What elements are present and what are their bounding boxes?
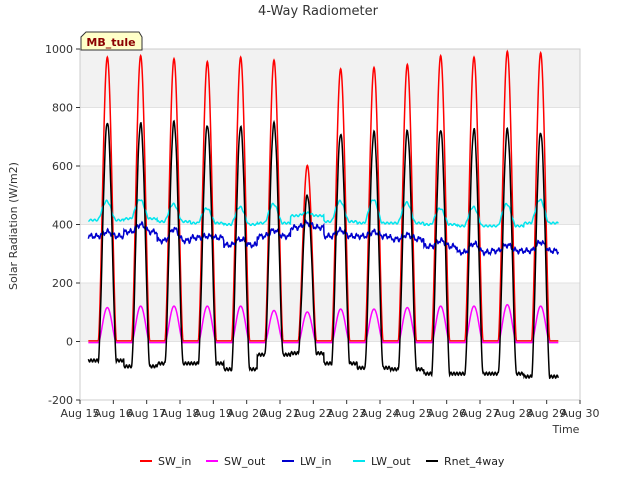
y-tick-label: 0 <box>66 336 73 349</box>
legend-label: SW_in <box>158 455 191 468</box>
y-tick-label: 800 <box>52 102 73 115</box>
series-line-lw-in <box>87 219 560 257</box>
x-tick-label: Aug 30 <box>561 407 600 420</box>
x-tick-label: Aug 23 <box>327 407 366 420</box>
series-layer <box>87 49 560 380</box>
legend-label: Rnet_4way <box>444 455 505 468</box>
legend-label: LW_in <box>300 455 332 468</box>
y-tick-label: 600 <box>52 160 73 173</box>
y-axis-ticks: -200 0 200 400 600 800 1000 <box>45 43 80 407</box>
plot-band <box>80 49 580 108</box>
plot-band <box>80 224 580 283</box>
plot-band <box>80 283 580 342</box>
plot-band <box>80 341 580 400</box>
series-line-lw-out <box>87 198 559 228</box>
x-tick-label: Aug 16 <box>94 407 133 420</box>
legend-label: LW_out <box>371 455 411 468</box>
y-tick-label: 200 <box>52 277 73 290</box>
x-tick-label: Aug 29 <box>527 407 566 420</box>
chart-title: 4-Way Radiometer <box>258 4 379 19</box>
x-tick-label: Aug 21 <box>261 407 300 420</box>
x-tick-label: Aug 26 <box>427 407 466 420</box>
x-tick-label: Aug 15 <box>61 407 100 420</box>
x-tick-label: Aug 24 <box>361 407 400 420</box>
x-tick-label: Aug 27 <box>461 407 500 420</box>
y-tick-label: 1000 <box>45 43 73 56</box>
x-tick-label: Aug 22 <box>294 407 333 420</box>
site-badge-text: MB_tule <box>86 36 135 49</box>
plot-bands <box>80 49 580 400</box>
legend-label: SW_out <box>224 455 266 468</box>
x-axis-label: Time <box>552 423 580 436</box>
site-badge: MB_tule <box>80 31 143 51</box>
x-tick-label: Aug 20 <box>227 407 266 420</box>
y-axis-label: Solar Radiation (W/m2) <box>7 162 20 290</box>
site-badge-box <box>80 31 143 51</box>
x-tick-label: Aug 28 <box>494 407 533 420</box>
y-tick-label: 400 <box>52 219 73 232</box>
x-tick-label: Aug 19 <box>194 407 233 420</box>
series-line-rnet-4way <box>87 119 560 380</box>
plot-band <box>80 107 580 166</box>
legend: SW_in SW_out LW_in LW_out Rnet_4way <box>140 455 505 468</box>
x-tick-label: Aug 17 <box>127 407 166 420</box>
y-tick-label: -200 <box>48 394 73 407</box>
series-line-sw-in <box>88 49 559 342</box>
plot-band <box>80 166 580 225</box>
x-tick-label: Aug 25 <box>394 407 433 420</box>
x-tick-label: Aug 18 <box>161 407 200 420</box>
